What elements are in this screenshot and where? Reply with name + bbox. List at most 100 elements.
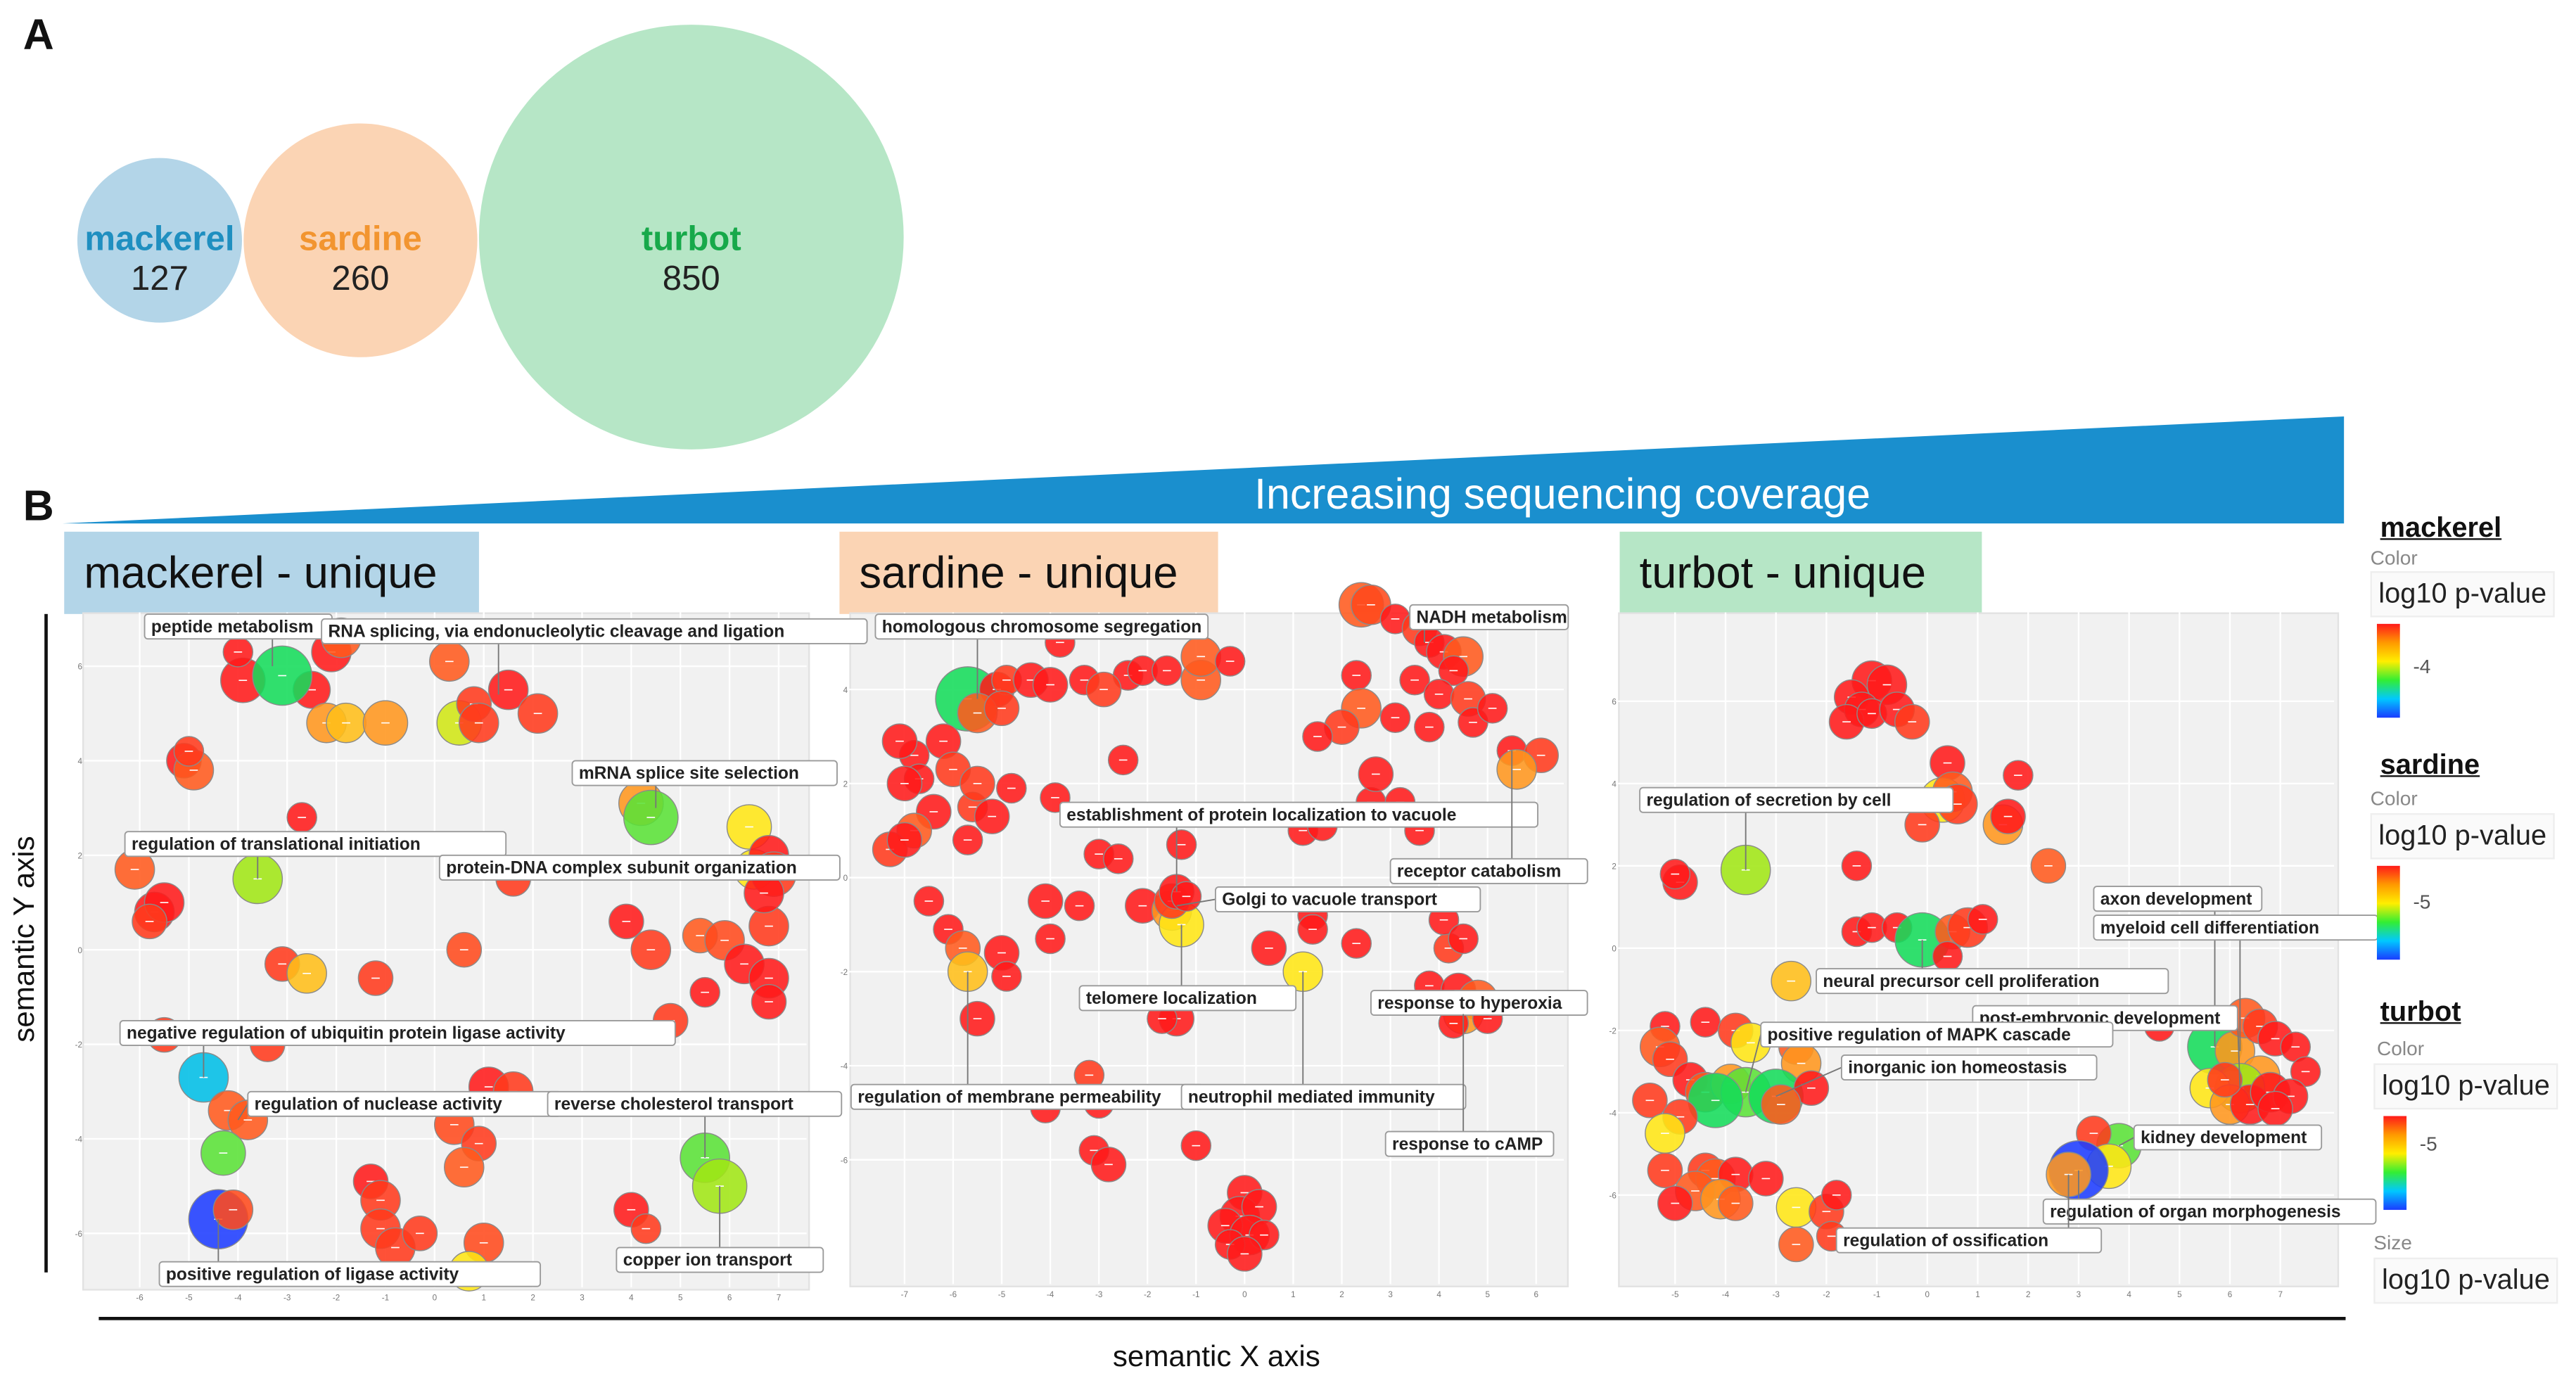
- legend-size-metric: log10 p-value: [2373, 1257, 2558, 1304]
- sardine-bubble-chart: -7 -6 -5 -4 -3 -2 -1 0 1 2 3 4 5 6 -6 -4 -2 0 2 4 homologous…: [841, 582, 1588, 1299]
- turbot-x-tick: -3: [1772, 1290, 1779, 1299]
- turbot-label-box: [2093, 886, 2263, 912]
- sardine-label-box: [1214, 886, 1481, 912]
- mackerel-go-label: regulation of translational initiation: [132, 835, 421, 854]
- turbot-label-box: [1760, 1021, 2114, 1048]
- legend-sardine-colorbar: [2376, 865, 2400, 960]
- sardine-label-box: [1384, 1130, 1555, 1157]
- x-axis-line: [98, 1316, 2346, 1320]
- mackerel-y-tick: -4: [75, 1135, 83, 1145]
- mackerel-bubble-chart: -6 -5 -4 -3 -2 -1 0 1 2 3 4 5 6 7 -6 -4 -2 0 2 4 6 peptide me…: [75, 612, 868, 1303]
- mackerel-go-label: peptide metabolism: [151, 618, 314, 637]
- turbot-name: turbot: [641, 220, 741, 259]
- turbot-x-tick: -1: [1873, 1290, 1880, 1299]
- legend-turbot-colorbar: [2383, 1116, 2407, 1210]
- turbot-x-tick: -2: [1823, 1290, 1830, 1299]
- sardine-y-tick: -6: [841, 1156, 848, 1165]
- sardine-label-box: [1389, 858, 1588, 884]
- sardine-label-box: [1180, 1083, 1467, 1110]
- turbot-x-tick: 1: [1975, 1290, 1980, 1299]
- turbot-go-label: regulation of ossification: [1843, 1231, 2048, 1250]
- turbot-go-label: regulation of secretion by cell: [1646, 791, 1891, 810]
- sardine-label-leader: [1176, 898, 1216, 907]
- turbot-go-label: kidney development: [2141, 1128, 2307, 1147]
- sardine-venn-label: sardine 260: [243, 221, 477, 300]
- mackerel-label-box: [158, 1261, 542, 1287]
- turbot-go-label: axon development: [2100, 890, 2252, 909]
- turbot-bubble-chart: -5 -4 -3 -2 -1 0 1 2 3 4 5 6 7 -6 -4 -2 0 2 4 6 regulation o…: [1609, 612, 2379, 1299]
- sardine-name: sardine: [299, 220, 422, 259]
- mackerel-go-label: protein-DNA complex subunit organization: [446, 859, 797, 878]
- mackerel-x-tick: 1: [481, 1294, 486, 1303]
- sardine-x-tick: 4: [1436, 1290, 1441, 1299]
- turbot-x-tick: 3: [2077, 1290, 2081, 1299]
- sardine-x-tick: -6: [950, 1290, 957, 1299]
- turbot-label-box: [1816, 968, 2169, 995]
- mackerel-label-box: [438, 854, 841, 881]
- turbot-y-tick: -2: [1609, 1027, 1616, 1036]
- turbot-go-label: inorganic ion homeostasis: [1848, 1059, 2067, 1078]
- legend-turbot-metric: log10 p-value: [2373, 1063, 2558, 1110]
- legend-sardine-title: sardine: [2380, 748, 2480, 781]
- sardine-label-box: [1078, 985, 1297, 1012]
- mackerel-x-tick: -6: [136, 1294, 143, 1303]
- sardine-x-tick: 1: [1291, 1290, 1296, 1299]
- legend-turbot-color-label: Color: [2376, 1037, 2425, 1060]
- legend-mackerel-tick: -4: [2413, 655, 2431, 679]
- turbot-go-label: positive regulation of MAPK cascade: [1768, 1026, 2071, 1045]
- sardine-x-tick: 6: [1534, 1290, 1539, 1299]
- turbot-label-box: [2042, 1198, 2377, 1225]
- sardine-go-label: regulation of membrane permeability: [857, 1088, 1161, 1107]
- y-axis-line: [44, 613, 48, 1273]
- turbot-go-label: regulation of organ morphogenesis: [2050, 1202, 2340, 1221]
- mackerel-plot-title: mackerel - unique: [64, 531, 479, 614]
- mackerel-y-tick: 0: [77, 946, 82, 955]
- turbot-circle: [478, 25, 904, 450]
- sardine-x-tick: -1: [1192, 1290, 1199, 1299]
- panel-b-letter: B: [23, 480, 54, 530]
- turbot-y-tick: 2: [1612, 862, 1617, 872]
- turbot-count: 850: [662, 260, 720, 298]
- sardine-go-label: response to cAMP: [1392, 1135, 1543, 1154]
- sardine-x-tick: -2: [1144, 1290, 1151, 1299]
- mackerel-go-label: negative regulation of ubiquitin protein…: [127, 1024, 566, 1043]
- turbot-x-tick: 0: [1925, 1290, 1930, 1299]
- mackerel-go-label: reverse cholesterol transport: [554, 1095, 793, 1114]
- mackerel-x-tick: 2: [530, 1294, 535, 1303]
- legend-sardine-metric: log10 p-value: [2370, 812, 2555, 860]
- sardine-x-tick: -4: [1047, 1290, 1054, 1299]
- mackerel-x-tick: 7: [777, 1294, 782, 1303]
- sardine-x-tick: -7: [901, 1290, 908, 1299]
- turbot-y-tick: -6: [1609, 1192, 1616, 1201]
- legend-mackerel-title: mackerel: [2380, 511, 2502, 544]
- turbot-label-leader: [2236, 1018, 2241, 1088]
- mackerel-y-tick: -6: [75, 1230, 82, 1239]
- sardine-label-box: [1370, 990, 1588, 1016]
- sardine-x-tick: 5: [1485, 1290, 1490, 1299]
- sardine-plot-title: sardine - unique: [839, 531, 1218, 614]
- sardine-label-box: [1409, 604, 1569, 630]
- mackerel-x-tick: 4: [629, 1294, 634, 1303]
- sardine-go-label: telomere localization: [1086, 989, 1257, 1008]
- sardine-y-tick: 2: [843, 780, 848, 789]
- sardine-x-tick: -5: [998, 1290, 1006, 1299]
- sardine-y-tick: 4: [843, 686, 848, 695]
- x-axis-label: semantic X axis: [1112, 1339, 1320, 1373]
- turbot-x-tick: 5: [2177, 1290, 2182, 1299]
- turbot-label-leader: [1745, 1034, 1762, 1092]
- sardine-x-tick: 2: [1339, 1290, 1344, 1299]
- turbot-label-box: [1639, 786, 1954, 813]
- mackerel-venn-label: mackerel 127: [77, 221, 242, 300]
- turbot-plot-title: turbot - unique: [1619, 531, 1982, 614]
- turbot-x-tick: 4: [2127, 1290, 2131, 1299]
- legend-mackerel-colorbar: [2376, 623, 2400, 718]
- sardine-y-tick: -4: [841, 1062, 848, 1071]
- mackerel-y-tick: 6: [77, 663, 82, 672]
- mackerel-go-label: positive regulation of ligase activity: [166, 1265, 459, 1284]
- mackerel-x-tick: -1: [382, 1294, 389, 1303]
- legend-turbot-tick: -5: [2419, 1132, 2437, 1156]
- turbot-y-tick: 4: [1612, 780, 1617, 789]
- legend-sardine-color-label: Color: [2370, 786, 2418, 810]
